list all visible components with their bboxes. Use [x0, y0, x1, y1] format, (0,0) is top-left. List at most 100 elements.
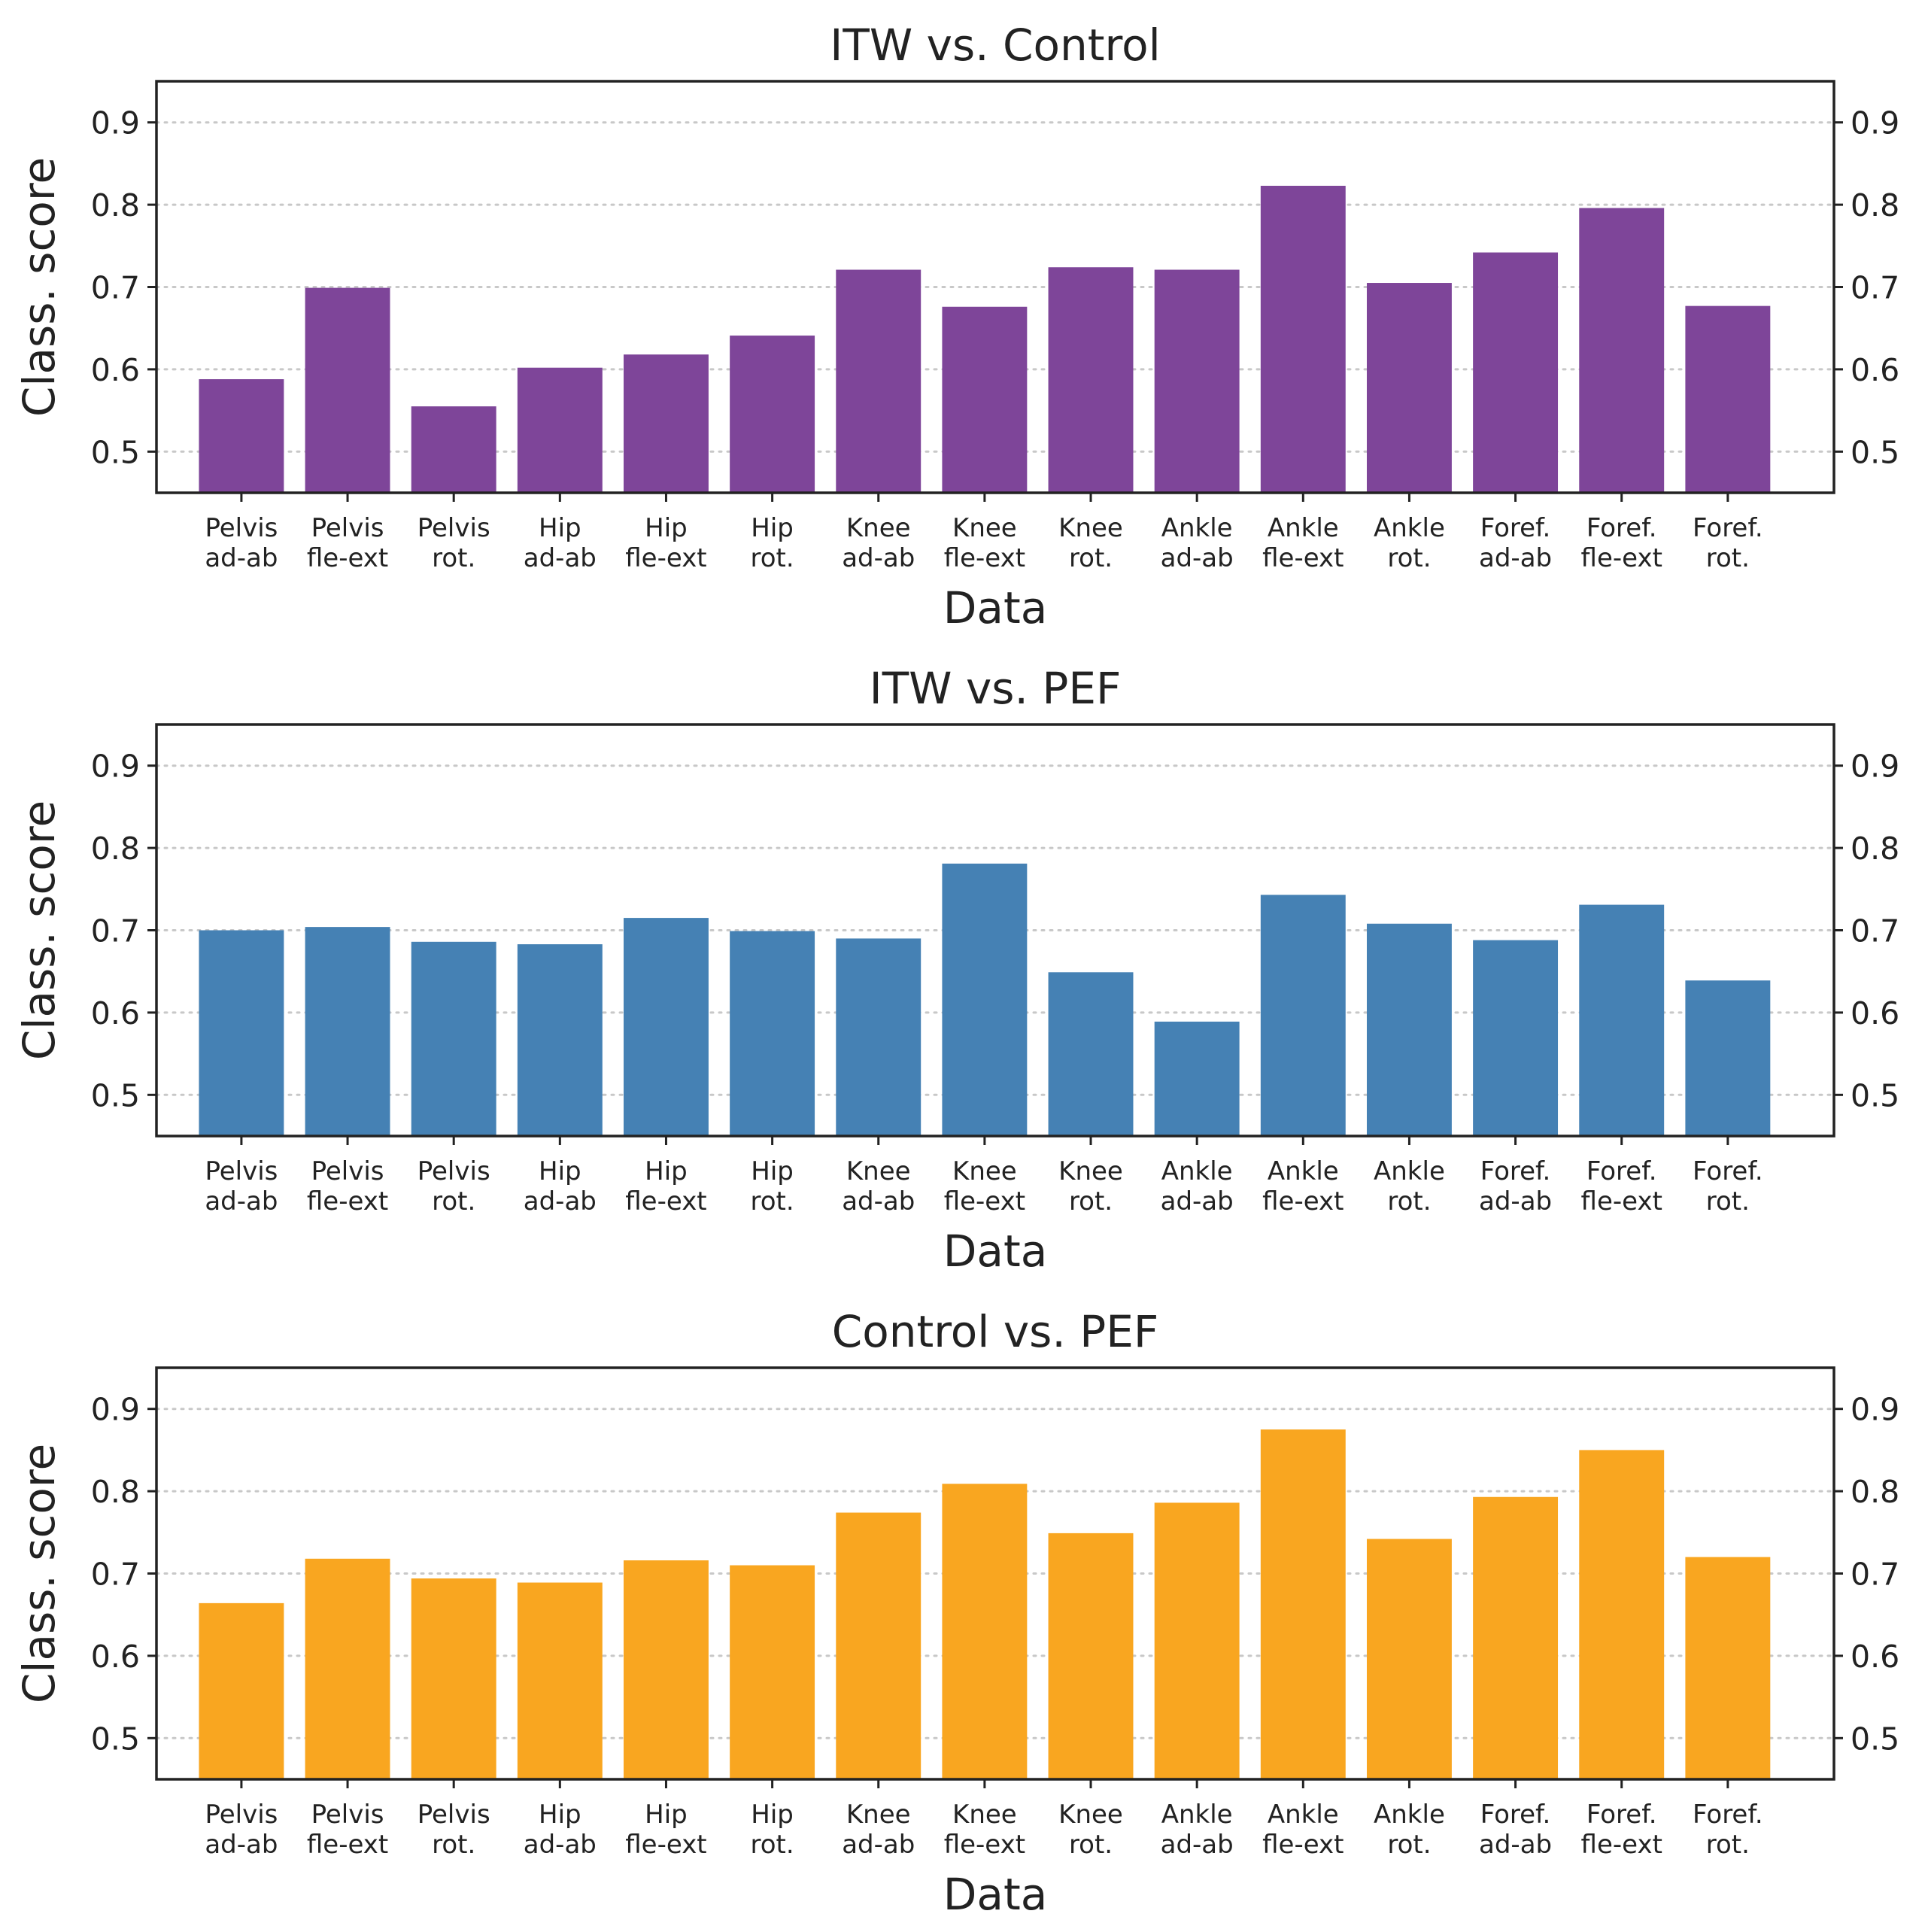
bar [517, 944, 603, 1136]
bar [624, 354, 709, 493]
x-tick-label: Ankle [1268, 513, 1339, 543]
x-tick-label: Foref. [1480, 1156, 1551, 1186]
x-tick-label: Knee [846, 513, 911, 543]
x-tick-label: rot. [432, 543, 475, 573]
x-tick-label: Ankle [1268, 1156, 1339, 1186]
x-tick-label: ad-ab [1479, 1186, 1552, 1217]
bar [836, 938, 921, 1136]
y-tick-label-right: 0.7 [1851, 913, 1899, 949]
x-tick-label: Pelvis [311, 1800, 384, 1830]
x-tick-label: rot. [1706, 1830, 1750, 1860]
x-tick-label: fle-ext [1581, 1830, 1662, 1860]
x-tick-label: rot. [751, 543, 794, 573]
x-tick-label: rot. [432, 1830, 475, 1860]
x-axis-label: Data [943, 1869, 1048, 1920]
x-tick-label: ad-ab [205, 1186, 278, 1217]
x-tick-label: fle-ext [1262, 1830, 1344, 1860]
x-tick-label: fle-ext [1581, 543, 1662, 573]
x-axis-label: Data [943, 582, 1048, 633]
y-tick-label-left: 0.5 [91, 434, 140, 470]
x-tick-label: fle-ext [307, 1830, 388, 1860]
bar [1685, 980, 1771, 1136]
y-tick-label-right: 0.5 [1851, 434, 1899, 470]
y-tick-label-right: 0.9 [1851, 749, 1899, 785]
x-tick-label: Knee [1058, 1800, 1123, 1830]
x-tick-label: fle-ext [307, 543, 388, 573]
x-tick-label: rot. [1069, 1830, 1113, 1860]
x-tick-label: ad-ab [524, 1830, 597, 1860]
x-tick-label: Hip [645, 513, 688, 543]
x-tick-label: Foref. [1693, 1156, 1763, 1186]
bar [1048, 1533, 1134, 1779]
x-tick-label: Foref. [1586, 1800, 1657, 1830]
bar [836, 1512, 921, 1779]
x-tick-label: Foref. [1586, 1156, 1657, 1186]
x-tick-label: Foref. [1480, 513, 1551, 543]
x-tick-label: ad-ab [1161, 1186, 1234, 1217]
bar [730, 1565, 815, 1779]
x-tick-label: Hip [539, 513, 581, 543]
x-tick-label: rot. [751, 1186, 794, 1217]
x-tick-label: Hip [539, 1800, 581, 1830]
bar [1473, 940, 1559, 1136]
x-tick-label: rot. [1069, 543, 1113, 573]
plot-frame [155, 723, 1835, 1138]
x-tick-label: fle-ext [307, 1186, 388, 1217]
x-tick-label: Hip [751, 1156, 794, 1186]
x-tick-label: Foref. [1693, 513, 1763, 543]
y-tick-label-right: 0.5 [1851, 1077, 1899, 1113]
x-tick-label: ad-ab [842, 1186, 915, 1217]
bar [411, 406, 496, 493]
bar [624, 918, 709, 1136]
x-tick-label: rot. [1387, 1186, 1431, 1217]
x-tick-label: rot. [1706, 1186, 1750, 1217]
x-tick-label: fle-ext [944, 543, 1025, 573]
bar [517, 367, 603, 493]
y-tick-label-left: 0.8 [91, 1474, 140, 1510]
bar [199, 1602, 284, 1779]
bar [1685, 1557, 1771, 1779]
bar [1579, 208, 1665, 493]
bar [1048, 267, 1134, 493]
chart-panel-2: ITW vs. PEF 0.5 0.5 0.6 0.6 0.7 0.7 0.8 0.8 0.9 0.… [14, 663, 1899, 1277]
x-tick-label: ad-ab [1479, 1830, 1552, 1860]
x-tick-label: ad-ab [524, 543, 597, 573]
bar [1260, 1429, 1346, 1779]
y-axis-label: Class. score [14, 1444, 65, 1703]
y-tick-label-left: 0.9 [91, 1392, 140, 1428]
x-tick-label: Ankle [1161, 1156, 1233, 1186]
bar [1366, 283, 1452, 493]
y-tick-label-left: 0.7 [91, 1557, 140, 1593]
y-tick-label-left: 0.7 [91, 913, 140, 949]
x-tick-label: fle-ext [1581, 1186, 1662, 1217]
x-tick-label: ad-ab [1161, 1830, 1234, 1860]
bar [1154, 1502, 1240, 1779]
bar [624, 1560, 709, 1779]
x-tick-label: Knee [952, 1156, 1017, 1186]
x-tick-label: Ankle [1161, 1800, 1233, 1830]
y-tick-label-right: 0.5 [1851, 1721, 1899, 1757]
x-tick-label: Pelvis [417, 513, 490, 543]
bar [1260, 895, 1346, 1136]
x-tick-label: fle-ext [944, 1830, 1025, 1860]
chart-title: ITW vs. PEF [870, 663, 1122, 714]
x-tick-label: Foref. [1586, 513, 1657, 543]
bar [305, 927, 390, 1136]
x-tick-label: Pelvis [205, 1800, 278, 1830]
y-tick-label-right: 0.9 [1851, 105, 1899, 141]
bar [1048, 972, 1134, 1136]
x-tick-label: Hip [645, 1156, 688, 1186]
x-tick-label: rot. [1387, 543, 1431, 573]
chart-panel-3: Control vs. PEF 0.5 0.5 0.6 0.6 0.7 0.7 0.8 0.8 0… [14, 1306, 1899, 1920]
y-tick-label-left: 0.6 [91, 1639, 140, 1675]
x-tick-label: ad-ab [205, 1830, 278, 1860]
bar [1579, 904, 1665, 1136]
bar [942, 863, 1028, 1136]
x-tick-label: Knee [1058, 513, 1123, 543]
plot-frame [155, 1366, 1835, 1781]
x-tick-label: Pelvis [311, 513, 384, 543]
chart-panel-1: ITW vs. Control 0.5 0.5 0.6 0.6 0.7 0.7 0.8 0.8 0… [14, 20, 1899, 633]
bar [1154, 1021, 1240, 1136]
x-tick-label: ad-ab [842, 1830, 915, 1860]
